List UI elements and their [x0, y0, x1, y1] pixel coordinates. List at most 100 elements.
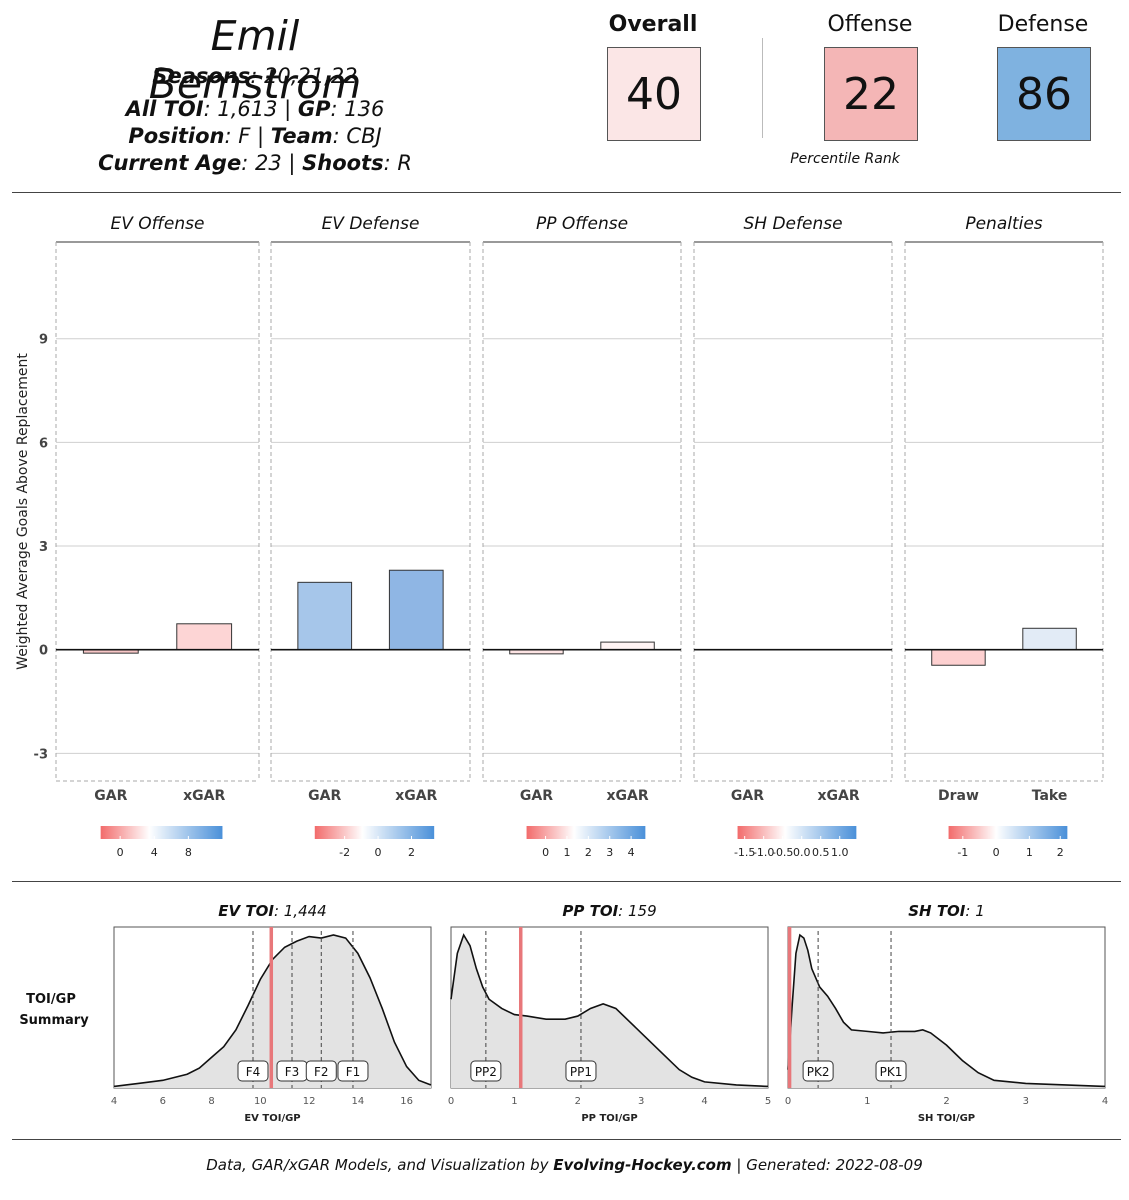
line-marker-box	[305, 1060, 337, 1082]
legend-tick-label: 2	[585, 846, 592, 859]
x-tick-label: 8	[208, 1096, 214, 1107]
x-tick-label: 1	[511, 1096, 517, 1107]
panel-pp-offense: PP Offense GAR xGAR 0 1 2 3 4	[482, 214, 682, 859]
x-tick-label: 4	[111, 1096, 117, 1107]
legend-tick-label: 0.0	[793, 846, 811, 859]
toi-title-label: SH TOI	[908, 902, 966, 920]
panel-ev-defense: EV Defense GAR xGAR -2 0 2	[270, 214, 471, 859]
legend-tick-label: 0	[375, 846, 382, 859]
toi-panel-sh-toi: SH TOI: 1 PK2 PK1 0 1 2 3 4 SH TOI/GP	[785, 902, 1108, 1124]
legend-colorbar	[100, 826, 223, 839]
toi-label: All TOI	[125, 97, 204, 121]
y-tick-label: -3	[34, 747, 48, 762]
bar-gar	[297, 581, 353, 651]
legend-tick-label: 2	[1057, 846, 1064, 859]
line-marker-box	[802, 1060, 834, 1082]
toi-title-value: : 159	[618, 902, 656, 920]
bar-xgar	[600, 641, 655, 651]
y-tick-label: 9	[39, 333, 48, 348]
density-curve	[113, 934, 432, 1088]
x-tick-label: 0	[785, 1096, 791, 1107]
toi-panel-title: PP TOI: 159	[562, 902, 656, 920]
legend-tick-label: -1.5	[734, 846, 755, 859]
legend-tick-label: 0	[117, 846, 124, 859]
footer-suffix: | Generated: 2022-08-09	[731, 1156, 923, 1174]
middle-divider	[12, 881, 1121, 882]
density-curve	[787, 933, 1106, 1088]
legend-tick-label: 2	[408, 846, 415, 859]
x-tick-label: Draw	[938, 788, 979, 804]
panel-title: SH Defense	[743, 214, 842, 234]
seasons-label: Seasons	[152, 64, 251, 88]
bar-xgar	[388, 569, 444, 651]
line-marker-box	[237, 1060, 269, 1082]
gp-label: GP	[297, 97, 331, 121]
x-tick-label: GAR	[94, 788, 127, 804]
legend-colorbar	[526, 826, 646, 839]
defense-rank-box: 86	[997, 47, 1091, 141]
gar-bar-chart: Weighted Average Goals Above Replacement…	[15, 214, 1104, 859]
x-tick-label: xGAR	[606, 788, 648, 804]
panel-penalties: Penalties Draw Take -1 0 1 2	[904, 214, 1104, 859]
row-label-line1: TOI/GP	[26, 992, 76, 1007]
y-tick-label: 0	[39, 644, 48, 659]
x-tick-label: 2	[943, 1096, 949, 1107]
age-label: Current Age	[98, 151, 242, 175]
x-tick-label: 0	[448, 1096, 454, 1107]
overall-rank-box: 40	[607, 47, 701, 141]
x-tick-label: xGAR	[395, 788, 437, 804]
panel-sh-defense: SH Defense GAR xGAR -1.5-1.0-0.5 0.0 0.5 1.0	[693, 214, 893, 859]
toi-panel-title: SH TOI: 1	[908, 902, 985, 920]
x-tick-label: 1	[864, 1096, 870, 1107]
legend-tick-label: 8	[185, 846, 192, 859]
bar-take	[1022, 627, 1077, 651]
x-tick-label: 2	[575, 1096, 581, 1107]
footer-credit: Data, GAR/xGAR Models, and Visualization…	[0, 1156, 1129, 1174]
y-axis-label: Weighted Average Goals Above Replacement	[15, 353, 31, 670]
age-line: Current Age: 23 | Shoots: R	[95, 151, 415, 175]
legend-tick-label: 0	[542, 846, 549, 859]
line-marker-box	[470, 1060, 502, 1082]
legend-tick-label: 0	[993, 846, 1000, 859]
bottom-divider	[12, 1139, 1121, 1140]
legend-tick-label: 1	[563, 846, 570, 859]
team-label: Team	[270, 124, 333, 148]
footer-site-link[interactable]: Evolving-Hockey.com	[553, 1156, 732, 1174]
x-tick-label: 14	[351, 1096, 364, 1107]
overall-label: Overall	[608, 12, 698, 37]
gp-value: : 136	[330, 97, 385, 121]
x-tick-label: 16	[400, 1096, 413, 1107]
toi-title-label: PP TOI	[562, 902, 618, 920]
legend-colorbar	[737, 826, 857, 839]
legend-tick-label: -0.5	[772, 846, 793, 859]
position-value: : F |	[224, 124, 271, 148]
x-tick-label: GAR	[308, 788, 341, 804]
footer-prefix: Data, GAR/xGAR Models, and Visualization…	[206, 1156, 554, 1174]
line-marker-box	[875, 1060, 907, 1082]
toi-value: : 1,613 |	[203, 97, 298, 121]
offense-rank-box: 22	[824, 47, 918, 141]
x-tick-label: GAR	[520, 788, 553, 804]
team-value: : CBJ	[332, 124, 382, 148]
panel-title: EV Offense	[111, 214, 205, 234]
y-tick-label: 6	[39, 436, 48, 451]
line-marker-label: PK1	[880, 1065, 903, 1079]
x-axis-label: EV TOI/GP	[244, 1113, 300, 1124]
x-tick-label: 4	[1102, 1096, 1108, 1107]
x-axis-label: SH TOI/GP	[918, 1113, 975, 1124]
top-divider	[12, 192, 1121, 193]
legend-tick-label: 1	[1026, 846, 1033, 859]
x-tick-label: 3	[1023, 1096, 1029, 1107]
x-tick-label: 10	[254, 1096, 267, 1107]
toi-line: All TOI: 1,613 | GP: 136	[95, 97, 415, 121]
legend-tick-label: 4	[151, 846, 158, 859]
line-marker-label: F3	[285, 1065, 300, 1079]
legend-colorbar	[314, 826, 435, 839]
panel-title: Penalties	[965, 214, 1042, 234]
rank-divider	[762, 38, 763, 138]
shoots-label: Shoots	[302, 151, 384, 175]
legend-tick-label: 4	[628, 846, 635, 859]
shoots-value: : R	[383, 151, 412, 175]
panel-ev-offense: EV Offense GAR xGAR 0 4 8	[55, 214, 260, 859]
legend-tick-label: -1	[957, 846, 968, 859]
